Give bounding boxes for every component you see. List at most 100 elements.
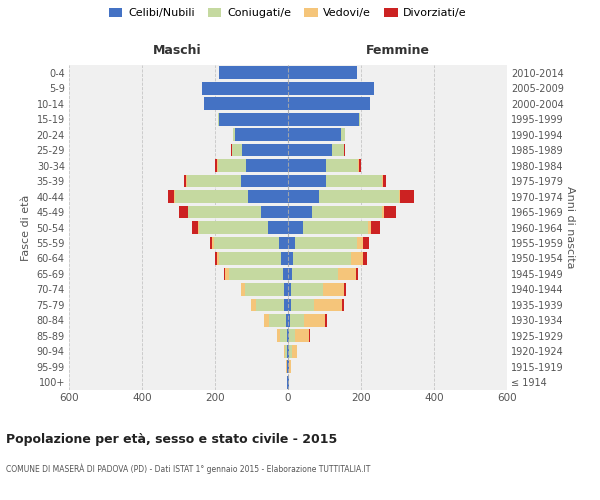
Bar: [288, 376, 289, 388]
Bar: [288, 252, 293, 265]
Bar: [284, 298, 288, 311]
Bar: [248, 190, 288, 203]
Bar: [309, 330, 310, 342]
Bar: [217, 252, 220, 265]
Bar: [212, 236, 214, 250]
Bar: [338, 268, 356, 280]
Bar: [289, 330, 295, 342]
Bar: [233, 128, 235, 141]
Bar: [295, 236, 356, 250]
Bar: [288, 236, 295, 250]
Bar: [342, 298, 344, 311]
Bar: [229, 268, 283, 280]
Bar: [209, 236, 212, 250]
Y-axis label: Anni di nascita: Anni di nascita: [565, 186, 575, 269]
Bar: [242, 144, 288, 156]
Bar: [279, 236, 288, 250]
Bar: [400, 190, 413, 203]
Bar: [288, 113, 359, 126]
Bar: [326, 174, 382, 188]
Bar: [214, 236, 279, 250]
Bar: [288, 206, 312, 218]
Bar: [371, 221, 380, 234]
Bar: [289, 360, 290, 373]
Bar: [188, 206, 260, 218]
Bar: [356, 236, 363, 250]
Text: Femmine: Femmine: [366, 44, 430, 58]
Bar: [260, 206, 288, 218]
Bar: [295, 330, 309, 342]
Bar: [286, 345, 287, 358]
Bar: [245, 283, 284, 296]
Bar: [246, 159, 288, 172]
Bar: [175, 190, 248, 203]
Bar: [251, 298, 256, 311]
Bar: [287, 345, 288, 358]
Bar: [186, 174, 187, 188]
Bar: [383, 174, 386, 188]
Bar: [344, 144, 346, 156]
Bar: [363, 252, 367, 265]
Bar: [191, 221, 198, 234]
Bar: [289, 345, 292, 358]
Bar: [319, 190, 398, 203]
Bar: [218, 113, 288, 126]
Bar: [231, 144, 232, 156]
Bar: [288, 82, 374, 94]
Bar: [220, 252, 281, 265]
Bar: [287, 360, 288, 373]
Bar: [288, 298, 291, 311]
Bar: [325, 314, 326, 326]
Bar: [351, 252, 363, 265]
Bar: [358, 159, 359, 172]
Bar: [288, 98, 370, 110]
Bar: [288, 345, 289, 358]
Text: Popolazione per età, sesso e stato civile - 2015: Popolazione per età, sesso e stato civil…: [6, 432, 337, 446]
Bar: [187, 174, 241, 188]
Bar: [256, 298, 284, 311]
Bar: [382, 206, 383, 218]
Bar: [341, 128, 345, 141]
Bar: [288, 144, 332, 156]
Bar: [241, 174, 288, 188]
Bar: [359, 159, 361, 172]
Bar: [291, 283, 323, 296]
Bar: [286, 314, 288, 326]
Bar: [218, 66, 288, 79]
Bar: [179, 206, 188, 218]
Bar: [302, 221, 368, 234]
Bar: [292, 345, 297, 358]
Bar: [174, 190, 175, 203]
Bar: [202, 82, 288, 94]
Bar: [293, 252, 351, 265]
Bar: [312, 206, 382, 218]
Bar: [198, 221, 199, 234]
Bar: [241, 283, 245, 296]
Bar: [288, 360, 289, 373]
Bar: [204, 98, 288, 110]
Bar: [288, 314, 290, 326]
Text: Maschi: Maschi: [152, 44, 202, 58]
Bar: [356, 268, 358, 280]
Bar: [167, 190, 174, 203]
Bar: [288, 66, 358, 79]
Bar: [281, 252, 288, 265]
Bar: [199, 221, 268, 234]
Bar: [288, 128, 341, 141]
Bar: [235, 128, 288, 141]
Bar: [218, 159, 246, 172]
Bar: [344, 283, 346, 296]
Bar: [382, 174, 383, 188]
Bar: [268, 221, 288, 234]
Bar: [288, 283, 291, 296]
Bar: [304, 314, 325, 326]
Bar: [277, 330, 280, 342]
Bar: [288, 268, 292, 280]
Bar: [287, 376, 288, 388]
Bar: [287, 330, 288, 342]
Bar: [284, 283, 288, 296]
Bar: [368, 221, 371, 234]
Bar: [288, 330, 289, 342]
Bar: [291, 298, 314, 311]
Bar: [215, 159, 217, 172]
